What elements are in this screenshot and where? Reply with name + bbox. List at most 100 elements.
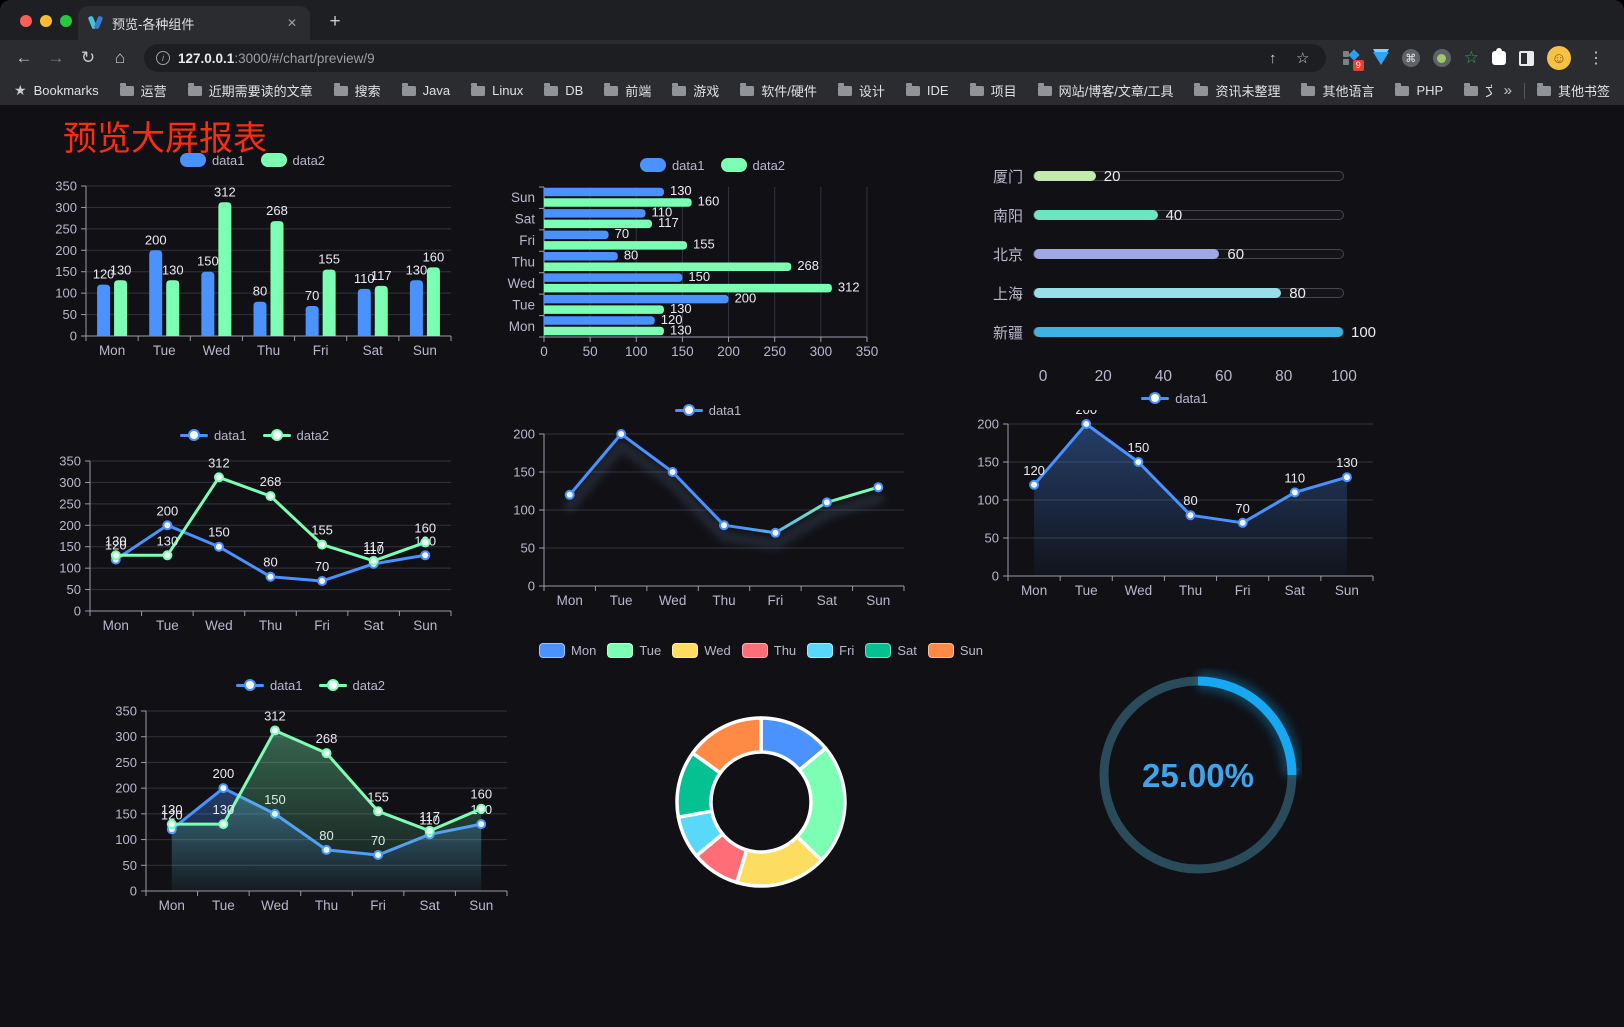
chart-grouped-bar[interactable]: data1 data2 0 50 100 150 200 250 300 350 Mon Tue Wed… (40, 148, 465, 376)
legend-item[interactable]: data1 (179, 428, 247, 443)
legend-item[interactable]: Sun (927, 642, 983, 658)
progress-row[interactable]: 南阳 40 (985, 204, 1390, 226)
page-info-icon[interactable]: i (156, 51, 170, 65)
bookmark-folder-item[interactable]: PHP (1395, 82, 1443, 98)
bookmark-folder-item[interactable]: 其他语言 (1301, 81, 1374, 100)
extensions-puzzle-icon[interactable] (1492, 48, 1506, 65)
url-text[interactable]: 127.0.0.1:3000/#/chart/preview/9 (178, 50, 375, 66)
side-panel-icon[interactable] (1519, 50, 1534, 66)
green-star-extension-icon[interactable]: ☆ (1463, 48, 1479, 67)
bookmark-folder-item[interactable]: 运营 (119, 81, 167, 100)
progress-value: 60 (1227, 246, 1245, 263)
svg-text:150: 150 (59, 539, 81, 554)
progress-value: 80 (1289, 285, 1306, 302)
legend-item[interactable]: Mon (539, 642, 596, 658)
progress-row[interactable]: 上海 80 (985, 282, 1390, 304)
share-icon[interactable]: ↑ (1269, 49, 1277, 67)
svg-text:Fri: Fri (768, 593, 784, 608)
other-bookmarks-item[interactable]: 其他书签 (1536, 81, 1610, 100)
back-icon[interactable]: ← (15, 48, 33, 67)
bookmark-folder-item[interactable]: 软件/硬件 (740, 81, 817, 100)
forward-icon[interactable]: → (47, 48, 65, 67)
legend-item[interactable]: Sat (865, 642, 917, 658)
bookmark-folder-item[interactable]: 前端 (604, 81, 651, 100)
browser-menu-icon[interactable]: ⋮ (1588, 50, 1604, 67)
recorder-extension-icon[interactable] (1432, 49, 1451, 67)
bookmark-folder-item[interactable]: 近期需要读的文章 (187, 81, 313, 100)
minimize-window-button[interactable] (40, 15, 52, 27)
command-extension-icon[interactable]: ⌘ (1401, 49, 1420, 67)
extension-grid-icon[interactable]: 9 (1342, 49, 1364, 71)
chart-donut[interactable]: Mon Tue Wed Thu Fri Sat Sun (539, 638, 983, 918)
tab-title: 预览-各种组件 (112, 16, 195, 32)
svg-text:312: 312 (264, 709, 286, 724)
tab-favicon-icon (87, 15, 104, 31)
svg-text:200: 200 (735, 290, 757, 305)
address-bar[interactable]: i 127.0.0.1:3000/#/chart/preview/9 ↑ ☆ (144, 44, 1326, 72)
svg-text:200: 200 (145, 232, 167, 247)
bookmarks-root-item[interactable]: ★ Bookmarks (14, 82, 99, 98)
chart-gradient-line[interactable]: data1 0 50 100 150 200 Mon Tue Wed Thu Fri Sat Sun (498, 398, 918, 616)
browser-tab[interactable]: 预览-各种组件 ✕ (78, 6, 310, 40)
svg-text:268: 268 (316, 731, 338, 746)
svg-text:Wed: Wed (507, 276, 535, 291)
svg-text:Thu: Thu (315, 898, 338, 913)
close-window-button[interactable] (20, 15, 32, 27)
legend-label: data2 (352, 677, 386, 693)
legend-item[interactable]: data1 (1141, 391, 1208, 406)
legend-item[interactable]: data2 (720, 158, 785, 173)
legend-item[interactable]: Wed (672, 642, 731, 658)
svg-text:0: 0 (130, 884, 137, 899)
legend-label: data1 (269, 677, 303, 693)
legend-item[interactable]: Fri (807, 642, 854, 658)
svg-text:50: 50 (985, 531, 999, 546)
profile-avatar[interactable]: ☺ (1547, 46, 1571, 70)
tab-close-icon[interactable]: ✕ (286, 16, 298, 30)
reload-icon[interactable]: ↻ (80, 48, 96, 67)
browser-toolbar: ← → ↻ ⌂ i 127.0.0.1:3000/#/chart/preview… (0, 40, 1624, 76)
legend-item[interactable]: data1 (235, 677, 303, 693)
bookmark-folder-item[interactable]: 项目 (969, 81, 1017, 100)
chart-gauge[interactable]: 25.00% (1094, 666, 1302, 884)
svg-text:Thu: Thu (1179, 583, 1202, 598)
svg-text:Sat: Sat (364, 618, 385, 633)
bookmark-folder-item[interactable]: 游戏 (672, 81, 719, 100)
bookmark-folder-item[interactable]: 文件服务器 (1464, 81, 1492, 100)
progress-track: 20 (1033, 168, 1344, 185)
legend-item[interactable]: data1 (179, 153, 245, 168)
legend-item[interactable]: data1 (639, 158, 705, 173)
bookmark-folder-item[interactable]: Java (401, 82, 450, 98)
maximize-window-button[interactable] (60, 15, 72, 27)
chart-area-single[interactable]: data1 0 50 100 150 200 Mon Tue Wed Thu Fri Sat Sun 12… (962, 386, 1387, 606)
legend-item[interactable]: data2 (262, 428, 329, 443)
bookmark-folder-item[interactable]: 搜索 (333, 81, 381, 100)
bookmark-folder-item[interactable]: 设计 (837, 81, 885, 100)
chart-two-area[interactable]: data1 data2 0 50 100 150 200 250 300 350 Mon Tue Wed… (98, 673, 523, 921)
bookmarks-overflow-chevron[interactable]: » (1503, 82, 1512, 99)
legend-item[interactable]: data1 (674, 403, 741, 418)
new-tab-button[interactable]: + (329, 11, 341, 32)
vue-devtools-icon[interactable] (1372, 51, 1389, 65)
bookmark-star-icon[interactable]: ☆ (1296, 50, 1310, 67)
chart-city-progress[interactable]: 厦门 20 南阳 40 北京 60 上海 80 新疆 100 0 20 40 60 80 100 (985, 157, 1390, 392)
bookmark-folder-item[interactable]: 网站/博客/文章/工具 (1037, 81, 1173, 100)
svg-text:80: 80 (1183, 493, 1197, 508)
bookmark-folder-item[interactable]: Linux (471, 82, 523, 98)
bookmark-folder-item[interactable]: IDE (905, 82, 949, 98)
progress-row[interactable]: 北京 60 (985, 243, 1390, 265)
legend-item[interactable]: data2 (260, 153, 325, 168)
legend-item[interactable]: Thu (741, 642, 796, 658)
progress-row[interactable]: 厦门 20 (985, 165, 1390, 187)
legend-swatch (179, 429, 208, 441)
home-icon[interactable]: ⌂ (114, 48, 126, 67)
bookmark-folder-item[interactable]: DB (544, 82, 583, 98)
chart-grouped-bar-horizontal[interactable]: data1 data2 0 50 100 150 200 250 300 350 Sun 130 160… (500, 153, 925, 375)
legend-item[interactable]: Tue (607, 642, 661, 658)
svg-text:Mon: Mon (509, 319, 535, 334)
chart-two-line[interactable]: data1 data2 0 50 100 150 200 250 300 350 Mon Tue Wed… (42, 423, 467, 645)
bookmark-folder-item[interactable]: 资讯未整理 (1194, 81, 1280, 100)
legend-item[interactable]: data2 (318, 677, 386, 693)
svg-text:130: 130 (406, 262, 428, 277)
progress-row[interactable]: 新疆 100 (985, 321, 1390, 343)
folder-icon (187, 82, 202, 96)
